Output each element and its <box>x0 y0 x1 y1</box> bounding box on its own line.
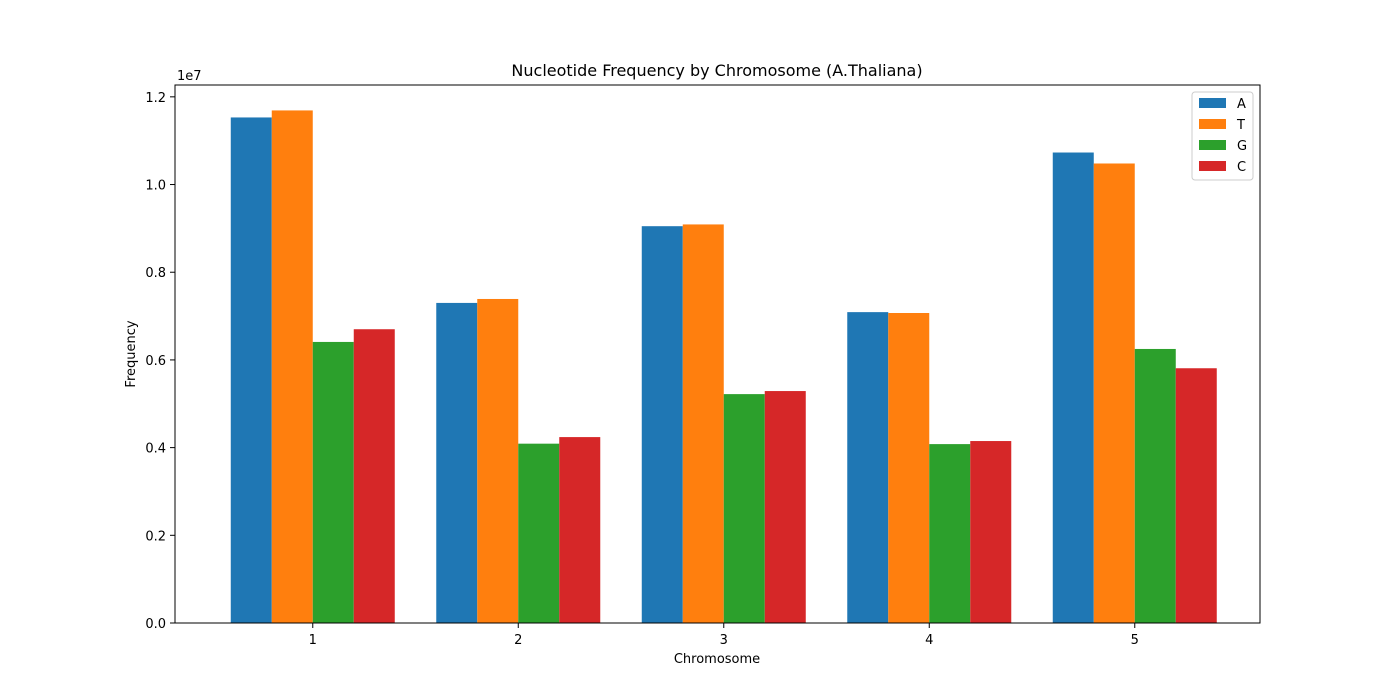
y-tick-label: 0.6 <box>145 354 166 369</box>
x-tick-label: 2 <box>514 633 522 648</box>
bar-T-chromosome-1 <box>271 110 313 624</box>
bars-group <box>230 110 1217 624</box>
bar-T-chromosome-4 <box>888 313 930 623</box>
bar-A-chromosome-1 <box>230 117 272 623</box>
legend-swatch-C <box>1199 161 1226 171</box>
legend-box <box>1191 91 1254 181</box>
bar-C-chromosome-2 <box>559 437 601 623</box>
x-axis-label: Chromosome <box>674 652 760 667</box>
legend-swatch-A <box>1199 98 1226 108</box>
legend-label-G: G <box>1237 139 1247 154</box>
bar-C-chromosome-4 <box>970 441 1012 623</box>
bar-A-chromosome-2 <box>436 302 478 623</box>
bar-C-chromosome-1 <box>353 329 395 623</box>
bar-G-chromosome-3 <box>723 394 765 623</box>
x-axis-ticks: 1 2 3 4 5 <box>309 623 1139 648</box>
bar-G-chromosome-4 <box>929 444 971 623</box>
bar-G-chromosome-5 <box>1134 348 1176 623</box>
y-axis-ticks: 0.0 0.2 0.4 0.6 0.8 1.0 1.2 <box>145 91 175 632</box>
plot-frame <box>174 84 1261 624</box>
bar-A-chromosome-5 <box>1052 152 1094 623</box>
x-tick-label: 3 <box>720 633 728 648</box>
y-tick-label: 0.0 <box>145 617 166 632</box>
legend-label-A: A <box>1237 97 1246 112</box>
y-tick-label: 1.0 <box>145 179 166 194</box>
x-tick-label: 5 <box>1131 633 1139 648</box>
y-tick-label: 0.8 <box>145 266 166 281</box>
bar-A-chromosome-3 <box>641 226 683 623</box>
legend-swatch-G <box>1199 140 1226 150</box>
legend-label-T: T <box>1236 118 1245 133</box>
legend-swatch-T <box>1199 119 1226 129</box>
bar-A-chromosome-4 <box>847 312 889 623</box>
bar-C-chromosome-3 <box>764 391 806 623</box>
bar-C-chromosome-5 <box>1175 368 1217 623</box>
bar-T-chromosome-2 <box>477 298 519 623</box>
legend-label-C: C <box>1237 160 1246 175</box>
chart-title: Nucleotide Frequency by Chromosome (A.Th… <box>511 61 922 80</box>
bar-T-chromosome-3 <box>682 224 724 623</box>
x-tick-label: 4 <box>925 633 933 648</box>
y-tick-label: 0.2 <box>145 529 166 544</box>
bar-G-chromosome-1 <box>312 341 354 623</box>
x-tick-label: 1 <box>309 633 317 648</box>
bar-T-chromosome-5 <box>1093 163 1135 624</box>
y-tick-label: 1.2 <box>145 91 166 106</box>
bar-G-chromosome-2 <box>518 443 560 623</box>
y-offset-label: 1e7 <box>177 69 202 84</box>
y-tick-label: 0.4 <box>145 442 166 457</box>
y-axis-label: Frequency <box>124 320 139 387</box>
